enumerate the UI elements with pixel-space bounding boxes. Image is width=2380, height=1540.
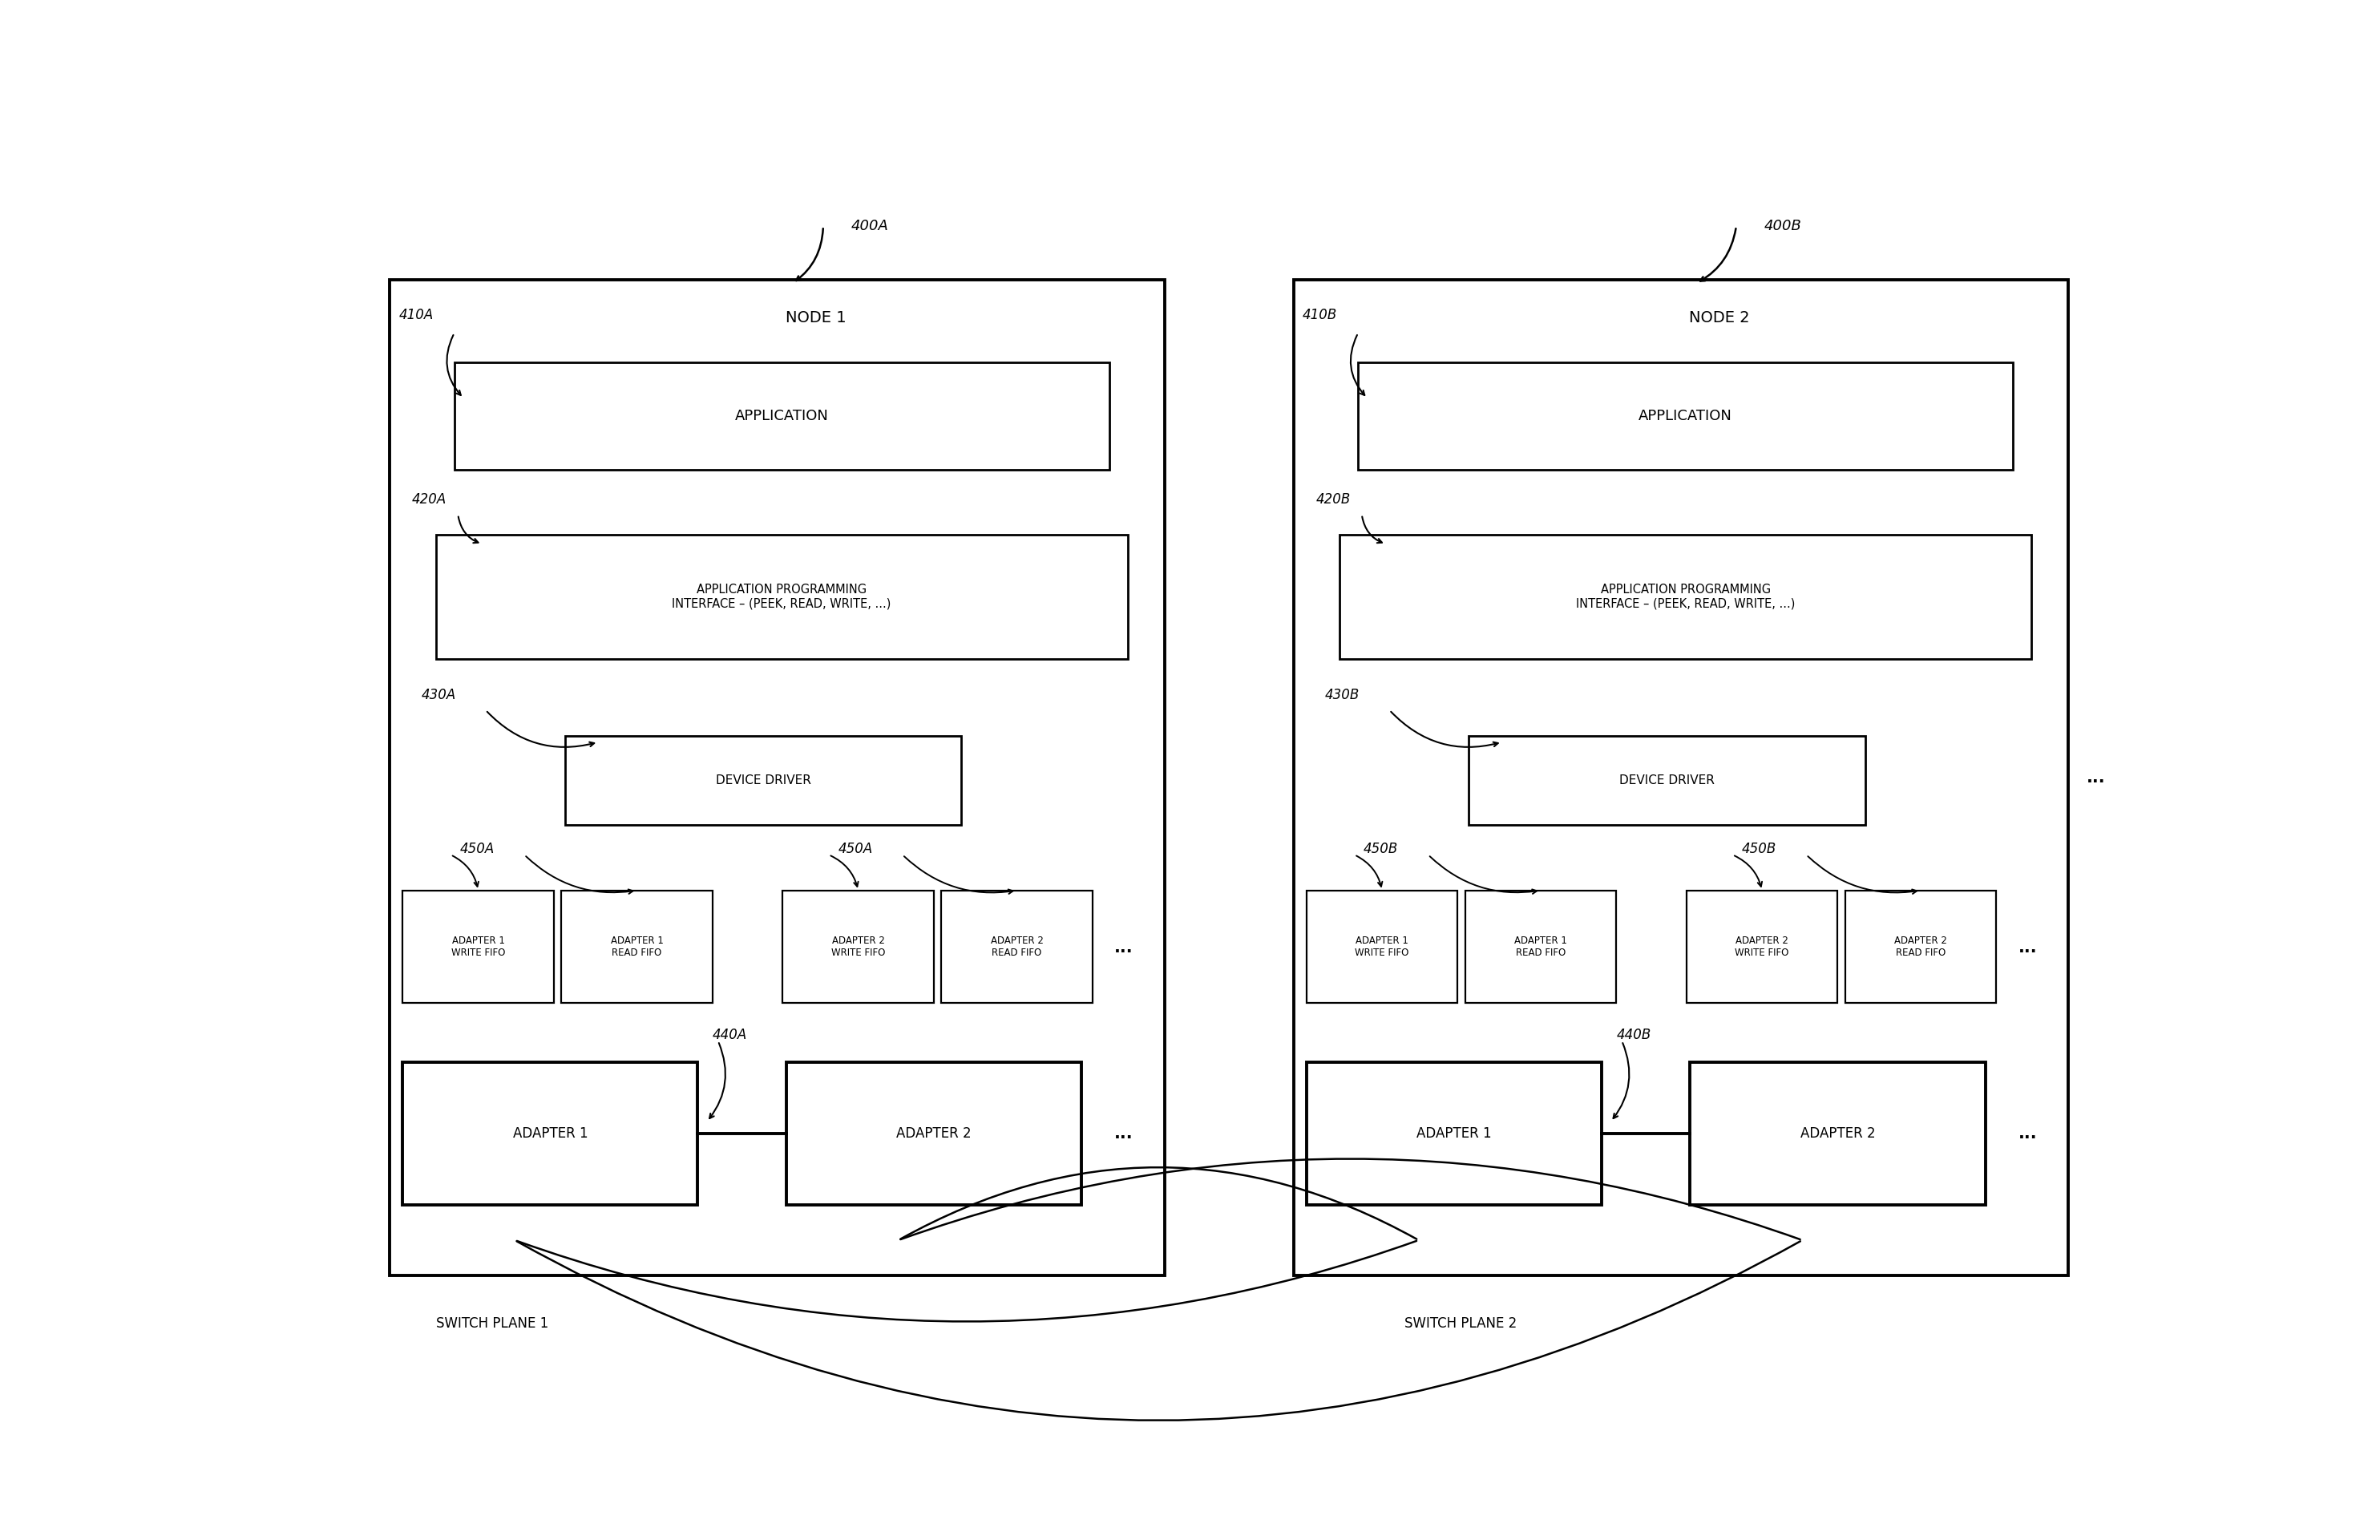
Text: ...: ... bbox=[2018, 939, 2037, 955]
Text: APPLICATION: APPLICATION bbox=[1640, 408, 1733, 424]
Bar bbox=[436, 534, 1128, 659]
Text: APPLICATION PROGRAMMING
INTERFACE – (PEEK, READ, WRITE, ...): APPLICATION PROGRAMMING INTERFACE – (PEE… bbox=[671, 584, 890, 610]
Text: ADAPTER 1
WRITE FIFO: ADAPTER 1 WRITE FIFO bbox=[1354, 935, 1409, 958]
Text: ...: ... bbox=[2018, 1126, 2037, 1141]
Text: ADAPTER 1: ADAPTER 1 bbox=[512, 1126, 588, 1141]
Text: 410B: 410B bbox=[1302, 308, 1338, 322]
Text: APPLICATION PROGRAMMING
INTERFACE – (PEEK, READ, WRITE, ...): APPLICATION PROGRAMMING INTERFACE – (PEE… bbox=[1576, 584, 1795, 610]
Text: NODE 1: NODE 1 bbox=[785, 310, 847, 325]
Text: ADAPTER 2
WRITE FIFO: ADAPTER 2 WRITE FIFO bbox=[831, 935, 885, 958]
Bar bbox=[1844, 890, 1997, 1003]
Text: 420B: 420B bbox=[1316, 491, 1349, 507]
Text: ADAPTER 2: ADAPTER 2 bbox=[897, 1126, 971, 1141]
Text: ADAPTER 1
READ FIFO: ADAPTER 1 READ FIFO bbox=[1514, 935, 1566, 958]
Bar bbox=[1295, 280, 2068, 1275]
Text: APPLICATION: APPLICATION bbox=[735, 408, 828, 424]
Text: DEVICE DRIVER: DEVICE DRIVER bbox=[716, 775, 812, 787]
Bar bbox=[562, 890, 712, 1003]
Text: NODE 2: NODE 2 bbox=[1690, 310, 1749, 325]
Bar bbox=[402, 890, 555, 1003]
Text: 430B: 430B bbox=[1326, 687, 1359, 702]
Bar bbox=[1690, 1063, 1985, 1204]
Bar bbox=[1359, 363, 2013, 470]
Bar bbox=[1466, 890, 1616, 1003]
Text: 440B: 440B bbox=[1616, 1027, 1652, 1043]
Text: 450B: 450B bbox=[1364, 842, 1399, 856]
Bar bbox=[940, 890, 1092, 1003]
Text: ADAPTER 2: ADAPTER 2 bbox=[1799, 1126, 1875, 1141]
Text: ADAPTER 1
READ FIFO: ADAPTER 1 READ FIFO bbox=[612, 935, 664, 958]
Text: ADAPTER 2
READ FIFO: ADAPTER 2 READ FIFO bbox=[990, 935, 1042, 958]
Text: 450A: 450A bbox=[838, 842, 873, 856]
Text: DEVICE DRIVER: DEVICE DRIVER bbox=[1618, 775, 1714, 787]
Bar bbox=[1340, 534, 2030, 659]
Text: SWITCH PLANE 2: SWITCH PLANE 2 bbox=[1404, 1317, 1516, 1331]
Bar bbox=[564, 736, 962, 825]
Text: 410A: 410A bbox=[400, 308, 433, 322]
Bar bbox=[1687, 890, 1837, 1003]
Text: 420A: 420A bbox=[412, 491, 447, 507]
Text: 430A: 430A bbox=[421, 687, 455, 702]
Text: ADAPTER 1: ADAPTER 1 bbox=[1416, 1126, 1492, 1141]
Text: ADAPTER 2
WRITE FIFO: ADAPTER 2 WRITE FIFO bbox=[1735, 935, 1790, 958]
Text: ...: ... bbox=[2087, 770, 2106, 785]
Text: ...: ... bbox=[1114, 939, 1133, 955]
Text: ADAPTER 2
READ FIFO: ADAPTER 2 READ FIFO bbox=[1894, 935, 1947, 958]
Bar bbox=[402, 1063, 697, 1204]
Bar bbox=[783, 890, 933, 1003]
Text: SWITCH PLANE 1: SWITCH PLANE 1 bbox=[436, 1317, 547, 1331]
Bar bbox=[1307, 890, 1457, 1003]
Bar bbox=[390, 280, 1164, 1275]
Bar bbox=[1307, 1063, 1602, 1204]
Bar bbox=[1468, 736, 1866, 825]
Text: 450A: 450A bbox=[459, 842, 495, 856]
Text: 400B: 400B bbox=[1764, 219, 1802, 234]
Text: ADAPTER 1
WRITE FIFO: ADAPTER 1 WRITE FIFO bbox=[452, 935, 505, 958]
Text: 450B: 450B bbox=[1742, 842, 1775, 856]
Bar bbox=[455, 363, 1109, 470]
Bar bbox=[785, 1063, 1081, 1204]
Text: 400A: 400A bbox=[852, 219, 888, 234]
Text: 440A: 440A bbox=[712, 1027, 747, 1043]
Text: ...: ... bbox=[1114, 1126, 1133, 1141]
